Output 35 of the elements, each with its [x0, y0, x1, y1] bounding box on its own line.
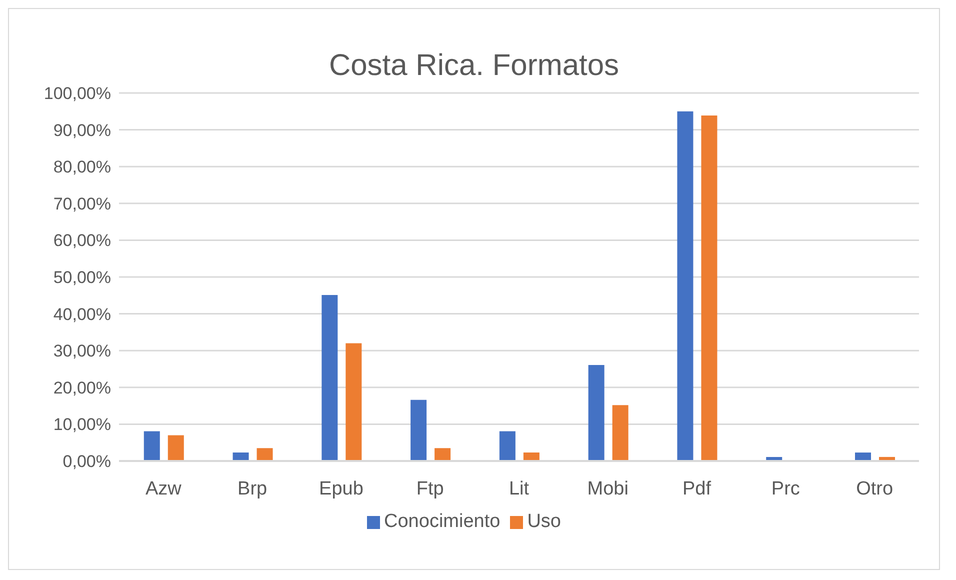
y-tick-label: 100,00% — [44, 84, 111, 104]
bar — [588, 364, 604, 461]
bar — [434, 448, 451, 461]
bar — [612, 405, 628, 461]
y-tick-label: 20,00% — [53, 378, 111, 398]
x-tick-label: Lit — [508, 478, 530, 500]
y-tick-label: 60,00% — [53, 231, 111, 250]
legend-label: Conocimiento — [384, 511, 500, 532]
x-tick-label: Azw — [145, 478, 182, 500]
y-tick-label: 30,00% — [53, 342, 111, 361]
bar — [168, 435, 184, 461]
y-tick-label: 70,00% — [53, 194, 111, 214]
x-tick-label: Pdf — [682, 478, 712, 500]
chart-title: Costa Rica. Formatos — [328, 49, 620, 83]
y-tick-label: 40,00% — [53, 304, 111, 324]
x-tick-label: Prc — [771, 478, 800, 500]
bar — [256, 448, 273, 461]
bar — [701, 115, 718, 461]
x-tick-label: Mobi — [587, 478, 628, 500]
bar — [499, 431, 516, 461]
y-tick-label: 10,00% — [53, 415, 111, 434]
y-tick-label: 0,00% — [62, 452, 111, 472]
bar — [144, 431, 160, 461]
legend-label: Uso — [527, 511, 561, 532]
y-tick-label: 80,00% — [53, 158, 111, 177]
x-tick-label: Epub — [319, 478, 364, 500]
bar — [677, 111, 694, 461]
y-tick-label: 90,00% — [53, 120, 111, 140]
x-tick-label: Otro — [856, 478, 894, 500]
bar — [410, 400, 427, 461]
x-tick-label: Ftp — [416, 478, 444, 500]
bar — [322, 295, 338, 461]
bar — [346, 343, 362, 461]
x-tick-label: Brp — [238, 478, 268, 500]
y-tick-label: 50,00% — [53, 268, 111, 288]
